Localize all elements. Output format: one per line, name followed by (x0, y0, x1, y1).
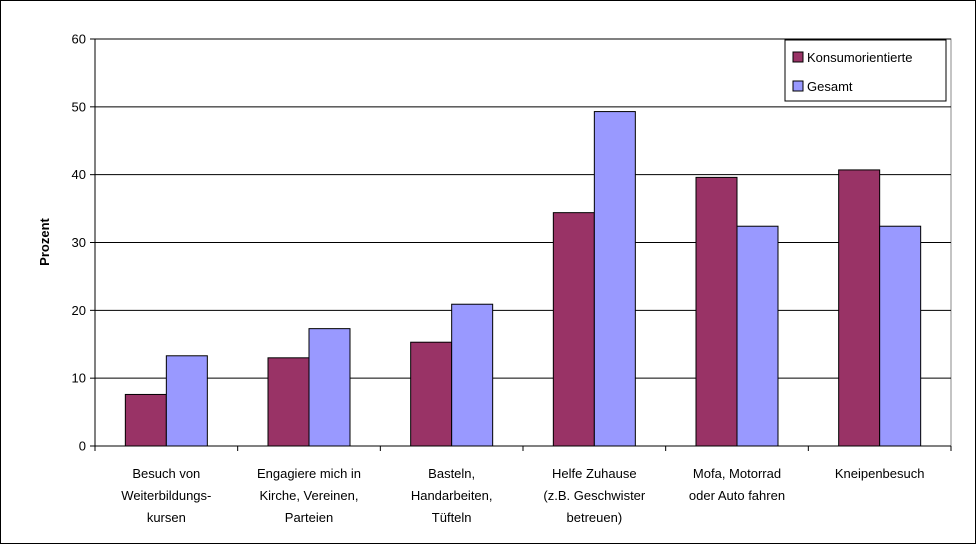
legend-swatch-konsumorientierte (792, 51, 804, 63)
legend-swatch-gesamt (792, 80, 804, 92)
bar-konsumorientierte (695, 176, 738, 447)
bar-konsumorientierte (838, 169, 881, 447)
legend-label-konsumorientierte: Konsumorientierte (807, 50, 913, 65)
bar-gesamt (593, 111, 636, 447)
y-tick-label: 10 (72, 371, 86, 386)
gridlines (95, 38, 951, 379)
bar-gesamt (879, 225, 922, 447)
legend-box (784, 39, 947, 102)
y-tick-label: 20 (72, 303, 86, 318)
x-tick-label: Helfe Zuhause (552, 466, 637, 481)
axes (90, 38, 952, 451)
bar-konsumorientierte (410, 341, 453, 447)
bar-konsumorientierte (124, 393, 167, 447)
y-tick-label: 30 (72, 235, 86, 250)
y-tick-label: 60 (72, 32, 86, 47)
x-tick-label: Mofa, Motorrad (693, 466, 781, 481)
bar-gesamt (308, 328, 351, 447)
x-tick-label: Weiterbildungs- (121, 488, 211, 503)
y-tick-label: 40 (72, 167, 86, 182)
x-tick-label: Kirche, Vereinen, (259, 488, 358, 503)
y-tick-labels: 0 10 20 30 40 50 60 (72, 32, 86, 454)
x-tick-label: Engagiere mich in (257, 466, 361, 481)
x-tick-label: Tüfteln (432, 510, 472, 525)
bar-gesamt (165, 355, 208, 447)
x-tick-label: Besuch von (132, 466, 200, 481)
bar-konsumorientierte (552, 212, 595, 447)
x-tick-label: oder Auto fahren (689, 488, 785, 503)
x-tick-label: betreuen) (567, 510, 623, 525)
x-tick-label: Basteln, (428, 466, 475, 481)
bar-gesamt (451, 303, 494, 447)
legend: Konsumorientierte Gesamt (784, 39, 947, 102)
x-tick-label: Handarbeiten, (411, 488, 493, 503)
bar-konsumorientierte (267, 357, 310, 447)
x-tick-label: (z.B. Geschwister (543, 488, 646, 503)
y-axis-label: Prozent (37, 217, 52, 265)
y-tick-label: 0 (79, 439, 86, 454)
bars (124, 111, 922, 447)
bar-gesamt (736, 225, 779, 447)
x-tick-labels: Besuch von Weiterbildungs-kursen Engagiere… (121, 466, 924, 525)
x-tick-label: kursen (147, 510, 186, 525)
legend-label-gesamt: Gesamt (807, 79, 853, 94)
x-tick-label: Parteien (285, 510, 333, 525)
x-tick-label: Kneipenbesuch (835, 466, 925, 481)
y-tick-label: 50 (72, 99, 86, 114)
